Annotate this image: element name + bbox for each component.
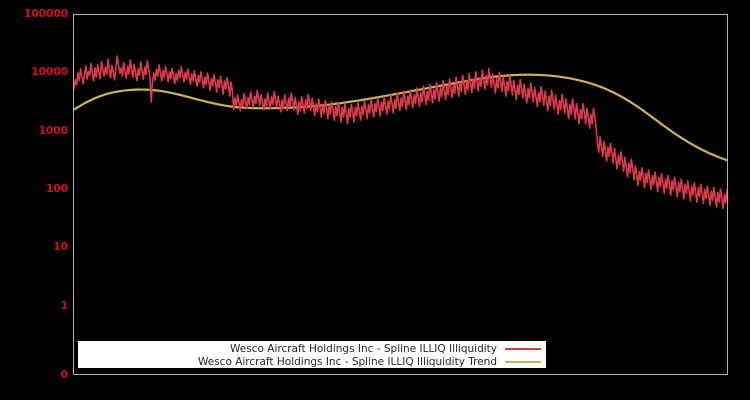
legend-swatch-trend <box>505 361 541 363</box>
y-axis-tick-100: 100 <box>45 181 68 195</box>
legend-swatch-series <box>505 348 541 350</box>
legend-entry-series: Wesco Aircraft Holdings Inc - Spline ILL… <box>79 343 545 355</box>
y-axis-tick-10000: 10000 <box>31 65 68 79</box>
illiquidity-line <box>74 55 727 210</box>
legend-entry-trend: Wesco Aircraft Holdings Inc - Spline ILL… <box>79 356 545 368</box>
y-axis-tick-10: 10 <box>53 240 68 254</box>
trend-line <box>74 73 727 162</box>
y-axis-tick-100000: 100000 <box>23 7 68 20</box>
legend-label-series: Wesco Aircraft Holdings Inc - Spline ILL… <box>230 343 497 355</box>
y-axis-tick-labels: 100000 10000 1000 100 10 1 0 <box>0 0 68 400</box>
y-axis-tick-0: 0 <box>60 368 69 381</box>
chart-svg <box>74 55 727 210</box>
plot-area <box>73 14 728 375</box>
chart-legend: Wesco Aircraft Holdings Inc - Spline ILL… <box>78 341 546 368</box>
y-axis-tick-1: 1 <box>60 298 69 312</box>
y-axis-tick-1000: 1000 <box>38 123 69 137</box>
legend-label-trend: Wesco Aircraft Holdings Inc - Spline ILL… <box>197 356 497 368</box>
